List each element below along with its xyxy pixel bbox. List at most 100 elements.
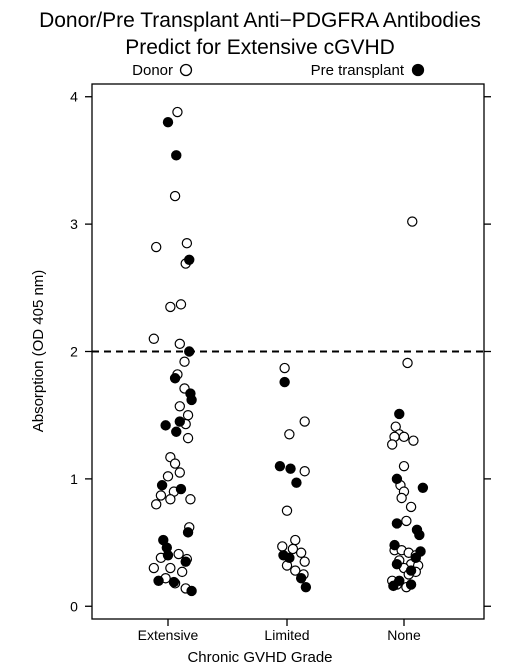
- donor-point: [182, 409, 194, 421]
- pre-transplant-point: [182, 527, 194, 538]
- pre-transplant-point: [279, 376, 290, 388]
- donor-point: [169, 190, 181, 202]
- legend-marker-donor: [179, 63, 193, 77]
- y-tick-label: 0: [70, 598, 78, 614]
- y-tick-label: 1: [70, 471, 78, 487]
- donor-point: [281, 505, 293, 516]
- pre-transplant-point: [388, 580, 399, 592]
- donor-point: [290, 534, 301, 546]
- donor-point: [387, 439, 398, 450]
- legend-label-donor: Donor: [132, 62, 173, 79]
- donor-point: [148, 333, 160, 344]
- donor-point: [402, 357, 413, 369]
- legend: Donor Pre transplant: [132, 62, 425, 79]
- donor-point: [175, 299, 187, 310]
- donor-point: [162, 471, 174, 482]
- donor-point: [401, 515, 412, 527]
- pre-transplant-point: [175, 483, 187, 495]
- x-tick-label-limited: Limited: [264, 627, 309, 643]
- pre-transplant-point: [391, 473, 403, 485]
- donor-point: [179, 356, 190, 367]
- pre-transplant-point: [153, 575, 164, 586]
- pre-transplant-point: [291, 477, 302, 488]
- donor-point: [174, 338, 185, 350]
- chart-title: Donor/Pre Transplant Anti−PDGFRA Antibod…: [39, 9, 481, 59]
- y-tick-label: 2: [70, 344, 78, 360]
- donor-point: [295, 547, 307, 558]
- donor-point: [174, 401, 185, 412]
- pre-transplant-point: [391, 559, 403, 570]
- donor-point: [277, 541, 288, 552]
- chart-title-line-2: Predict for Extensive cGVHD: [125, 36, 395, 59]
- donor-point: [290, 565, 301, 576]
- pre-transplant-point: [285, 463, 296, 474]
- pre-transplant-point: [160, 420, 171, 431]
- donor-point: [155, 490, 167, 501]
- donor-point: [169, 458, 181, 469]
- pre-transplant-point: [389, 539, 400, 551]
- donor-point: [408, 435, 419, 446]
- x-axis: Extensive Limited None: [138, 619, 421, 643]
- donor-point: [299, 416, 310, 427]
- donor-point: [284, 429, 295, 440]
- donor-point: [148, 562, 160, 574]
- pre-transplant-point: [405, 565, 417, 576]
- y-axis-label: Absorption (OD 405 nm): [30, 270, 47, 433]
- pre-transplant-point: [394, 408, 405, 420]
- pre-transplant-point: [300, 581, 312, 593]
- legend-marker-pre-transplant: [411, 63, 425, 77]
- chart-title-line-1: Donor/Pre Transplant Anti−PDGFRA Antibod…: [39, 9, 481, 32]
- pre-transplant-point: [168, 576, 180, 588]
- y-tick-label: 4: [70, 89, 78, 105]
- pre-transplant-point: [417, 482, 429, 493]
- donor-point: [173, 548, 184, 560]
- donor-point: [279, 362, 290, 374]
- donor-point: [185, 494, 196, 505]
- pre-transplant-point: [174, 416, 185, 427]
- legend-label-pre-transplant: Pre transplant: [311, 62, 405, 79]
- x-axis-label: Chronic GVHD Grade: [187, 649, 332, 666]
- pre-transplant-point: [391, 518, 403, 529]
- pre-transplant-point: [171, 426, 182, 437]
- donor-point: [299, 466, 310, 477]
- donor-point: [150, 241, 162, 253]
- donor-point: [407, 216, 418, 227]
- donor-point: [405, 501, 417, 513]
- pre-transplant-point: [184, 254, 195, 265]
- pre-transplant-point: [295, 573, 307, 584]
- donor-point: [165, 494, 176, 505]
- pre-transplant-point: [186, 585, 197, 597]
- pre-transplant-point: [186, 394, 197, 406]
- pre-transplant-point: [162, 117, 174, 128]
- donor-point: [398, 431, 410, 443]
- donor-point: [176, 566, 188, 578]
- pre-transplant-point: [156, 480, 168, 491]
- donor-point: [299, 556, 310, 567]
- pre-transplant-point: [274, 460, 286, 472]
- donor-point: [398, 460, 410, 472]
- pre-transplant-point: [171, 150, 182, 161]
- x-tick-label-extensive: Extensive: [138, 627, 199, 643]
- pre-transplant-point: [410, 552, 421, 564]
- series-pre-transplant: [153, 117, 429, 597]
- pre-transplant-point: [169, 373, 181, 384]
- donor-point: [165, 562, 176, 574]
- donor-point: [287, 543, 299, 555]
- y-tick-label: 3: [70, 216, 78, 232]
- donor-point: [165, 301, 176, 313]
- donor-point: [150, 499, 162, 510]
- y-axis: 0 1 2 3 4: [70, 89, 491, 614]
- pre-transplant-point: [180, 556, 191, 567]
- x-tick-label-none: None: [387, 627, 421, 643]
- donor-point: [396, 492, 407, 504]
- pre-transplant-point: [284, 552, 295, 564]
- donor-point: [174, 467, 185, 478]
- pre-transplant-point: [405, 579, 417, 590]
- donor-point: [182, 432, 194, 444]
- pre-transplant-point: [184, 346, 195, 357]
- donor-point: [181, 238, 193, 249]
- pre-transplant-point: [414, 529, 425, 541]
- series-donor: [148, 106, 424, 594]
- pre-transplant-point: [162, 550, 174, 561]
